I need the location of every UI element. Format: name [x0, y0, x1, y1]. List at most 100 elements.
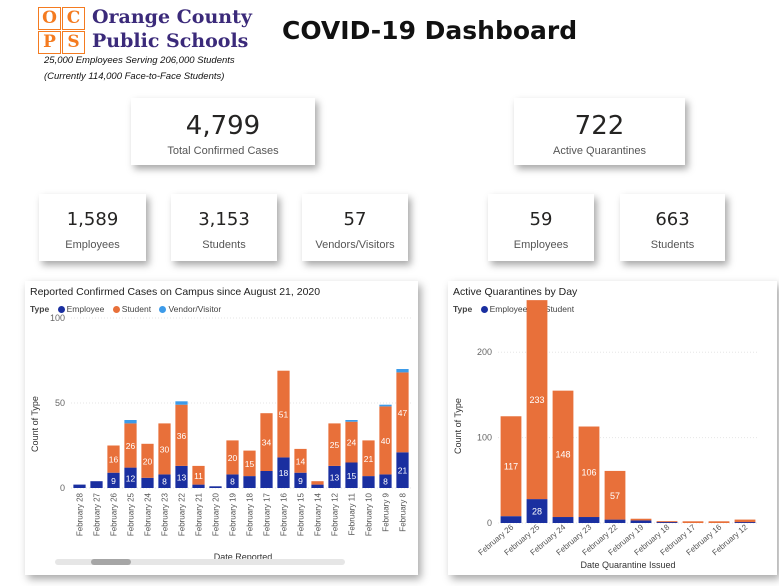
bar-segment-student[interactable] [328, 423, 341, 466]
bar-segment-student[interactable] [124, 423, 137, 468]
legend-dot-employee [480, 305, 488, 313]
kpi-label: Vendors/Visitors [315, 239, 395, 251]
bar-segment-student[interactable] [379, 406, 392, 475]
legend-label-employee[interactable]: Employee [489, 304, 528, 314]
cases-chart-plot[interactable]: 0 50 100 February 28 February 27 9 16 February … [25, 281, 418, 575]
bar-segment-student[interactable] [141, 443, 154, 478]
bar-segment-employee[interactable] [226, 474, 239, 488]
bar-segment-student[interactable] [226, 440, 239, 475]
bar-segment-student[interactable] [362, 440, 375, 477]
kpi-quarantine-students[interactable]: 663 Students [620, 194, 725, 261]
bar-segment-employee[interactable] [243, 476, 256, 488]
bar-segment-student[interactable] [526, 300, 548, 500]
kpi-active-quarantines[interactable]: 722 Active Quarantines [514, 98, 685, 165]
x-axis-title: Date Reported [214, 552, 273, 562]
cases-chart-scroll-thumb[interactable] [91, 559, 131, 565]
bar-segment-vendor-visitor[interactable] [345, 420, 358, 422]
bar-segment-student[interactable] [311, 481, 324, 485]
x-tick-label: February 28 [76, 492, 85, 536]
bar-segment-employee[interactable] [656, 522, 678, 523]
bar-segment-vendor-visitor[interactable] [124, 420, 137, 424]
bar-segment-student[interactable] [578, 426, 600, 518]
bar-segment-employee[interactable] [209, 486, 222, 488]
bar-segment-employee[interactable] [192, 484, 205, 488]
legend-label-vendor[interactable]: Vendor/Visitor [168, 304, 222, 314]
bar-segment-student[interactable] [552, 390, 574, 518]
kpi-total-confirmed-cases[interactable]: 4,799 Total Confirmed Cases [131, 98, 315, 165]
x-tick-label: February 20 [212, 492, 221, 536]
bar-segment-student[interactable] [107, 445, 120, 473]
kpi-quarantine-employees[interactable]: 59 Employees [488, 194, 594, 261]
kpi-case-students[interactable]: 3,153 Students [171, 194, 277, 261]
bar-segment-employee[interactable] [141, 477, 154, 488]
bar-segment-employee[interactable] [311, 484, 324, 488]
cases-chart-scrollbar[interactable] [55, 559, 345, 565]
bar-segment-employee[interactable] [578, 517, 600, 523]
legend-dot-employee [57, 305, 65, 313]
bar-segment-employee[interactable] [734, 522, 756, 523]
bar-segment-employee[interactable] [604, 519, 626, 523]
bar-segment-student[interactable] [630, 518, 652, 521]
bar-segment-student[interactable] [277, 370, 290, 458]
ocps-logo: O C P S Orange County Public Schools [38, 6, 252, 54]
y-tick-label: 0 [487, 518, 492, 528]
bar-segment-student[interactable] [682, 521, 704, 523]
bar-segment-employee[interactable] [345, 462, 358, 489]
bar-segment-employee[interactable] [552, 517, 574, 523]
legend-title: Type [30, 304, 50, 314]
bar-segment-student[interactable] [604, 470, 626, 520]
x-tick-label: February 21 [195, 492, 204, 536]
kpi-value: 4,799 [185, 111, 261, 141]
bar-segment-student[interactable] [243, 450, 256, 477]
bar-segment-student[interactable] [734, 519, 756, 523]
data-label: 16 [109, 455, 119, 465]
bar-segment-employee[interactable] [158, 474, 171, 488]
bar-segment-student[interactable] [708, 521, 730, 523]
kpi-case-employees[interactable]: 1,589 Employees [39, 194, 146, 261]
bar-segment-student[interactable] [192, 465, 205, 485]
bar-segment-student[interactable] [294, 448, 307, 473]
bar-segment-employee[interactable] [124, 467, 137, 488]
bar-segment-employee[interactable] [294, 472, 307, 488]
bar-segment-employee[interactable] [396, 452, 409, 488]
bar-segment-student[interactable] [345, 421, 358, 463]
bar-segment-student[interactable] [260, 413, 273, 471]
bar-segment-vendor-visitor[interactable] [396, 369, 409, 373]
kpi-label: Students [202, 239, 246, 251]
data-label: 25 [330, 440, 340, 450]
kpi-label: Employees [513, 239, 569, 251]
bar-segment-employee[interactable] [175, 465, 188, 488]
bar-segment-employee[interactable] [73, 484, 86, 488]
data-label: 57 [610, 491, 620, 501]
bar-segment-employee[interactable] [277, 457, 290, 488]
bar-segment-employee[interactable] [260, 471, 273, 488]
legend-label-student[interactable]: Student [121, 304, 152, 314]
y-axis-title: Count of Type [453, 398, 463, 454]
quarantine-chart-panel[interactable]: Active Quarantines by Day Type Employee … [448, 281, 777, 575]
bar-segment-employee[interactable] [500, 516, 522, 523]
bar-segment-employee[interactable] [107, 472, 120, 488]
legend-label-student[interactable]: Student [544, 304, 575, 314]
x-tick-label: February 16 [280, 492, 289, 536]
bar-segment-student[interactable] [500, 416, 522, 517]
bar-segment-student[interactable] [656, 521, 678, 523]
bar-segment-employee[interactable] [328, 465, 341, 488]
x-tick-label: February 8 [399, 492, 408, 531]
bar-segment-student[interactable] [175, 404, 188, 466]
cases-chart-panel[interactable]: Reported Confirmed Cases on Campus since… [25, 281, 418, 575]
legend-label-employee[interactable]: Employee [66, 304, 105, 314]
bar-segment-employee[interactable] [379, 474, 392, 488]
y-axis-title: Count of Type [30, 396, 40, 452]
bar-segment-employee[interactable] [526, 499, 548, 523]
kpi-value: 1,589 [66, 209, 119, 230]
bar-segment-employee[interactable] [362, 476, 375, 488]
bar-segment-student[interactable] [396, 372, 409, 453]
bar-segment-student[interactable] [158, 423, 171, 475]
bar-segment-employee[interactable] [630, 520, 652, 523]
bar-segment-employee[interactable] [90, 481, 103, 488]
x-tick-label: February 12 [331, 492, 340, 536]
bar-segment-vendor-visitor[interactable] [379, 404, 392, 407]
kpi-case-vendors[interactable]: 57 Vendors/Visitors [302, 194, 408, 261]
bar-segment-vendor-visitor[interactable] [175, 401, 188, 405]
